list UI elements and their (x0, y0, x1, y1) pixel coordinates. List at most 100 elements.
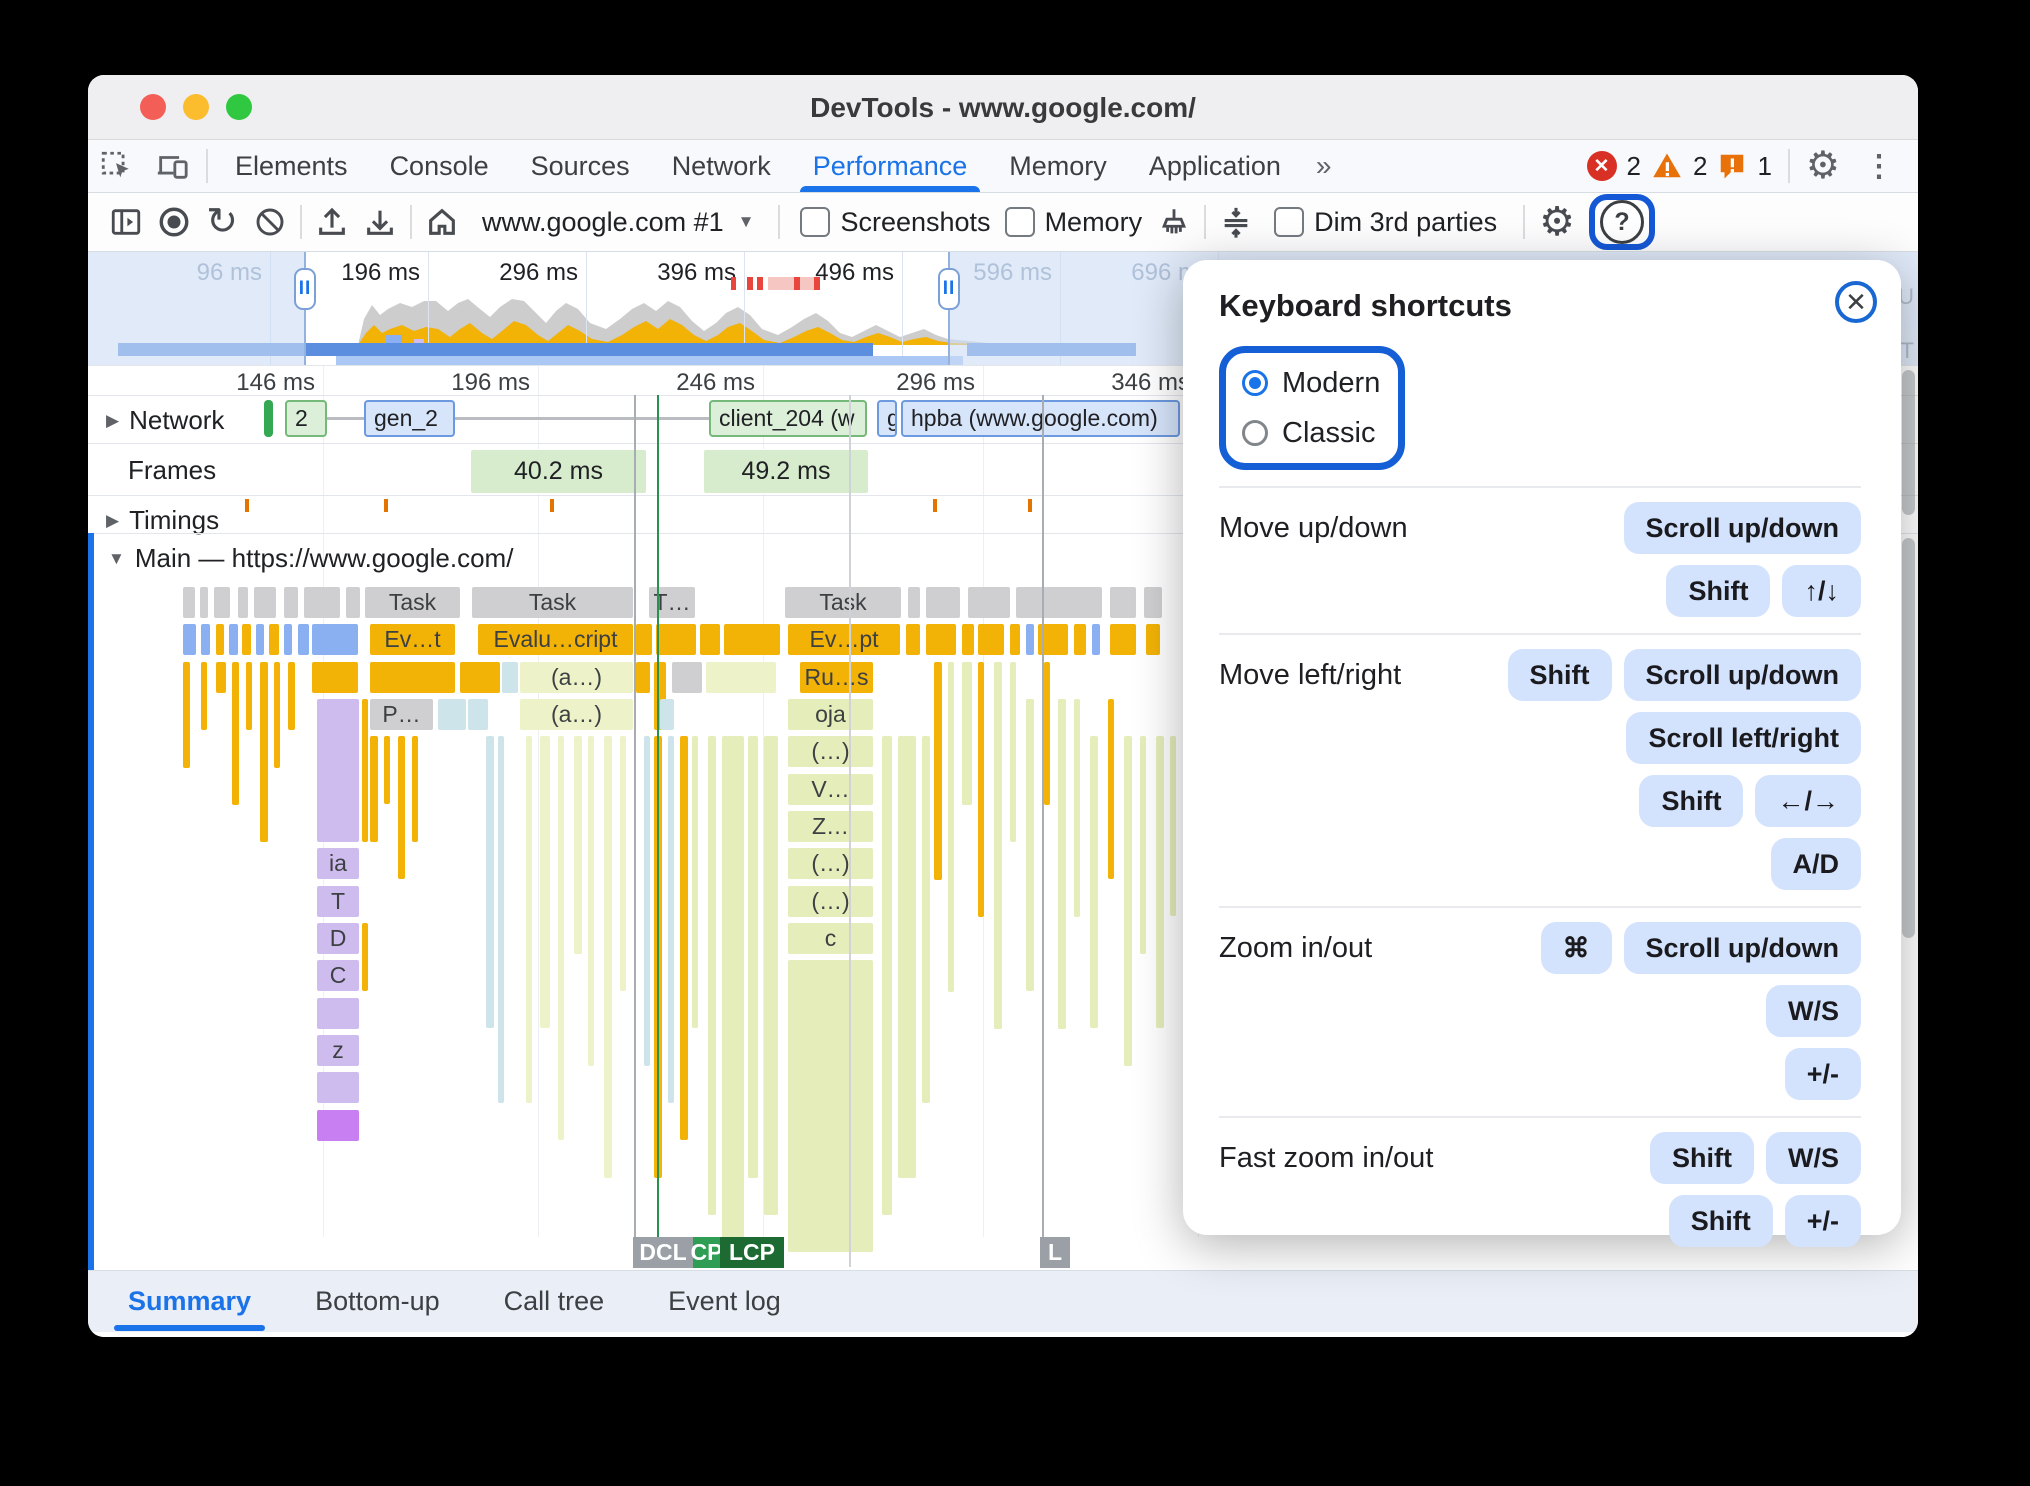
flame-bar[interactable] (317, 1072, 359, 1103)
flame-bar[interactable] (1044, 662, 1050, 805)
flame-bar[interactable] (183, 624, 196, 655)
flame-bar[interactable] (1110, 624, 1136, 655)
flame-bar[interactable] (672, 662, 702, 693)
flame-bar[interactable] (604, 736, 612, 1178)
flame-bar[interactable] (498, 736, 504, 1103)
flame-bar-C[interactable]: C (317, 960, 359, 991)
warning-count[interactable]: 2 (1692, 150, 1708, 181)
flame-bar[interactable] (254, 587, 276, 618)
network-request-chip[interactable]: client_204 (w (709, 400, 867, 437)
marker-badge-dcl[interactable]: DCL (633, 1237, 693, 1268)
network-track-label[interactable]: ▶ Network (106, 405, 225, 435)
flame-bar[interactable] (260, 662, 268, 842)
screenshots-label[interactable]: Screenshots (840, 206, 991, 237)
flame-bar[interactable] (1140, 736, 1146, 954)
flame-bar[interactable] (242, 624, 251, 655)
flame-bar[interactable] (1108, 699, 1114, 879)
flame-bar[interactable] (317, 998, 359, 1029)
flame-bar[interactable] (948, 662, 954, 992)
flame-bar[interactable] (362, 699, 368, 842)
flame-bar[interactable] (978, 662, 984, 917)
flame-bar-a[interactable]: (a…) (520, 699, 633, 730)
frame-duration-chip[interactable]: 49.2 ms (703, 449, 869, 494)
memory-label[interactable]: Memory (1044, 206, 1143, 237)
scrollbar-thumb[interactable] (1902, 370, 1915, 515)
radio-classic-icon[interactable] (1242, 420, 1268, 446)
maximize-window-button[interactable] (226, 94, 252, 120)
tab-network[interactable]: Network (671, 150, 771, 181)
flame-bar[interactable] (660, 699, 674, 730)
network-request-chip[interactable]: hpba (www.google.com) (901, 400, 1180, 437)
help-icon[interactable]: ? (1600, 200, 1644, 244)
flame-bar[interactable] (962, 662, 972, 805)
flame-bar[interactable] (656, 624, 696, 655)
network-request-chip[interactable]: gen_2 (364, 400, 455, 437)
flame-bar[interactable] (1016, 587, 1102, 618)
issues-icon[interactable] (1717, 151, 1747, 181)
flame-bar[interactable] (1074, 624, 1086, 655)
flame-bar-Rus[interactable]: Ru…s (800, 662, 873, 693)
home-icon[interactable] (418, 199, 466, 245)
flame-bar[interactable] (438, 699, 466, 730)
flame-bar[interactable] (724, 624, 780, 655)
radio-option-classic[interactable]: Classic (1242, 411, 1382, 455)
flame-bar[interactable] (722, 736, 744, 1252)
flame-bar[interactable] (906, 624, 920, 655)
flame-bar[interactable] (384, 736, 390, 804)
flame-bar[interactable] (288, 662, 295, 730)
flame-bar[interactable] (298, 624, 309, 655)
flame-bar[interactable] (620, 736, 626, 991)
expand-timings-icon[interactable]: ▶ (106, 510, 120, 530)
shortcuts-help-button-highlight[interactable]: ? (1589, 194, 1655, 250)
flame-bar[interactable] (1092, 624, 1100, 655)
flame-bar[interactable] (312, 624, 358, 655)
tab-elements[interactable]: Elements (235, 150, 348, 181)
flame-bar[interactable] (246, 662, 252, 730)
flame-bar[interactable] (370, 662, 455, 693)
flame-bar[interactable] (460, 662, 500, 693)
tab-console[interactable]: Console (389, 150, 489, 181)
flame-bar[interactable] (229, 624, 238, 655)
settings-gear-icon[interactable]: ⚙ (1805, 145, 1840, 187)
bottom-tab-summary[interactable]: Summary (113, 1271, 266, 1333)
flame-bar[interactable] (1010, 624, 1020, 655)
flame-bar[interactable] (574, 736, 582, 954)
flame-bar-[interactable]: (…) (788, 848, 873, 879)
flame-bar[interactable] (748, 736, 758, 1178)
screenshots-checkbox[interactable] (800, 207, 831, 237)
minimize-window-button[interactable] (183, 94, 209, 120)
flame-bar[interactable] (558, 736, 564, 1140)
flame-bar[interactable] (788, 960, 873, 1252)
network-request-chip[interactable]: g (877, 400, 897, 437)
flame-bar[interactable] (994, 662, 1002, 1029)
flame-bar[interactable] (502, 662, 518, 693)
flame-bar[interactable] (1090, 736, 1098, 1028)
frame-duration-chip[interactable]: 40.2 ms (470, 449, 647, 494)
upload-profile-icon[interactable] (308, 199, 356, 245)
flame-bar[interactable] (256, 624, 264, 655)
network-request-chip[interactable] (264, 400, 273, 437)
frames-track-label[interactable]: Frames (128, 455, 217, 485)
tab-performance[interactable]: Performance (792, 141, 989, 192)
selection-left-handle[interactable]: II (294, 268, 316, 310)
flame-bar[interactable] (1010, 662, 1016, 842)
flame-bar[interactable] (764, 736, 778, 1215)
close-icon[interactable]: ✕ (1835, 281, 1877, 323)
flame-bar[interactable] (636, 662, 650, 693)
flame-bar[interactable] (1146, 624, 1160, 655)
tab-application[interactable]: Application (1148, 150, 1281, 181)
flame-bar[interactable] (668, 736, 674, 1103)
flame-bar[interactable] (317, 699, 359, 842)
flame-bar[interactable] (200, 587, 208, 618)
flame-bar[interactable] (1058, 699, 1066, 1029)
garbage-collect-brush-icon[interactable] (1150, 199, 1198, 245)
flame-bar[interactable] (968, 587, 1010, 618)
flame-bar[interactable] (908, 587, 920, 618)
issue-count[interactable]: 1 (1757, 150, 1772, 181)
flame-bar[interactable] (370, 736, 378, 842)
warning-icon[interactable] (1651, 151, 1683, 181)
radio-modern-icon[interactable] (1242, 370, 1268, 396)
close-window-button[interactable] (140, 94, 166, 120)
flame-bar[interactable] (962, 624, 974, 655)
flame-bar-V[interactable]: V… (788, 774, 873, 805)
